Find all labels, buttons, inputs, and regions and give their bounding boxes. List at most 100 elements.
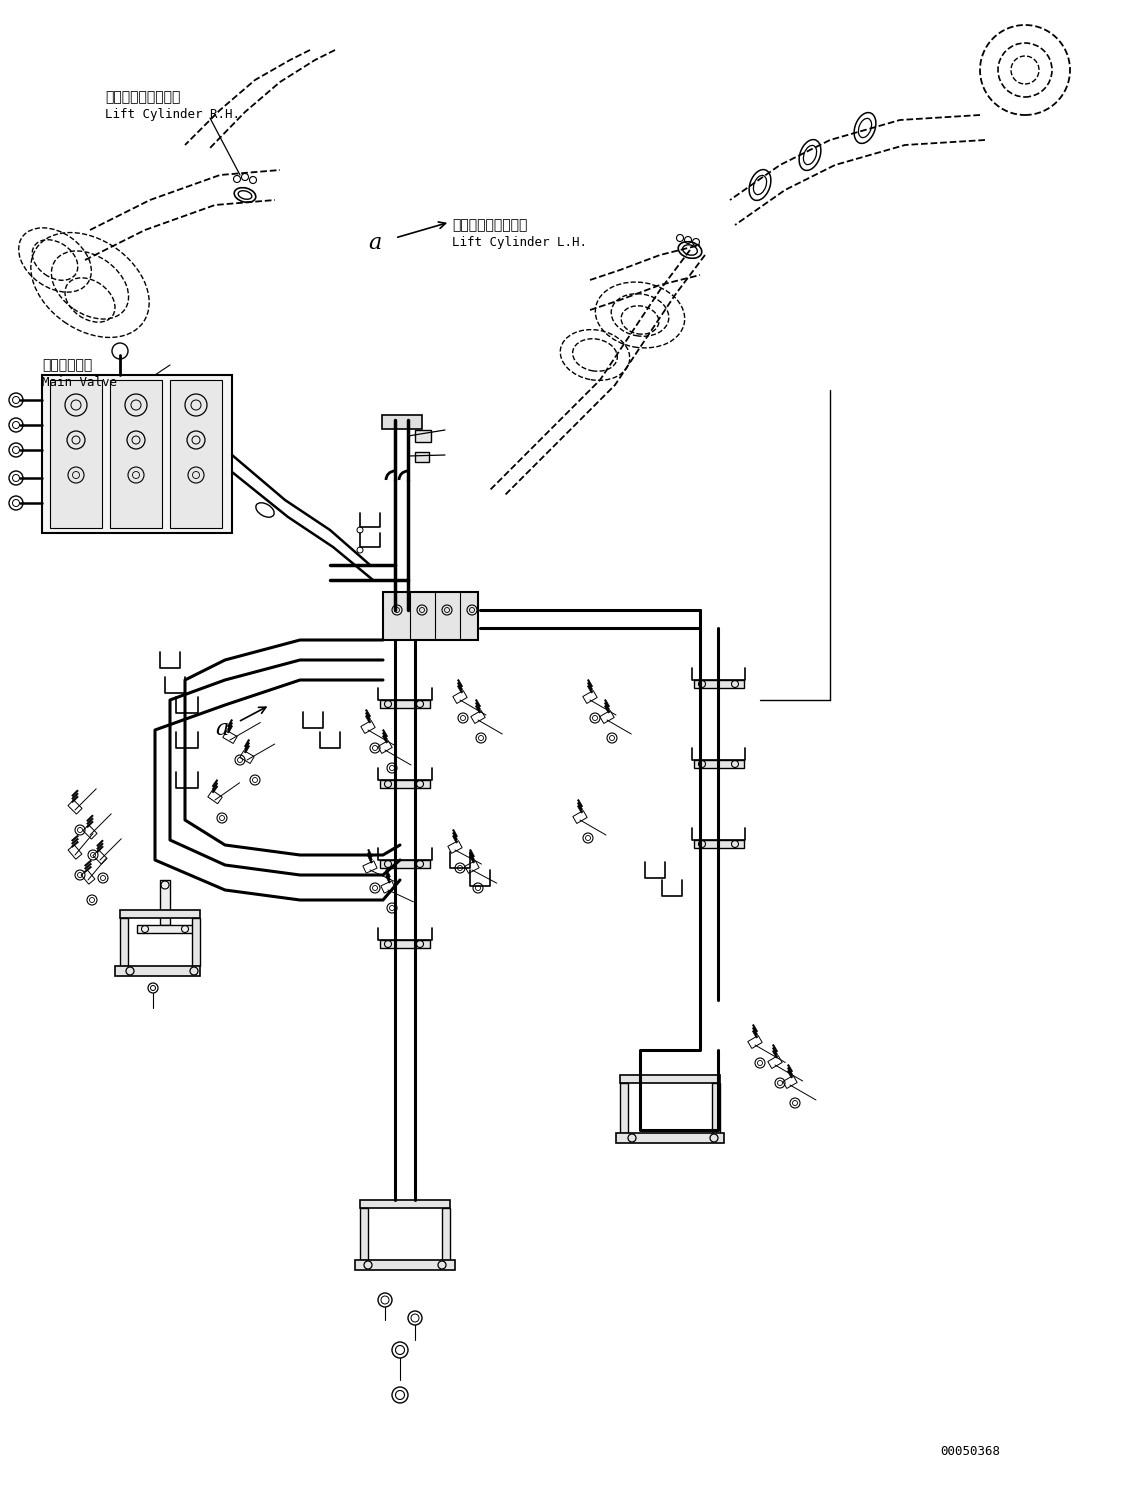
Bar: [583, 690, 597, 704]
Bar: [465, 860, 479, 874]
Bar: [192, 918, 200, 966]
Bar: [72, 796, 79, 802]
Bar: [366, 716, 370, 723]
Bar: [752, 1030, 758, 1038]
Bar: [588, 686, 593, 693]
Bar: [471, 711, 485, 723]
Bar: [85, 860, 91, 866]
Bar: [470, 853, 474, 860]
Bar: [72, 838, 79, 844]
Bar: [120, 910, 200, 918]
Bar: [605, 699, 609, 707]
Bar: [213, 783, 218, 790]
Bar: [448, 841, 462, 853]
Bar: [475, 699, 481, 707]
Bar: [577, 802, 583, 810]
Bar: [87, 816, 94, 822]
Bar: [694, 839, 744, 848]
Bar: [605, 702, 609, 710]
Text: メインバルブ: メインバルブ: [42, 358, 93, 371]
Bar: [379, 780, 430, 789]
Text: 00050368: 00050368: [940, 1445, 1000, 1458]
Text: Lift Cylinder R.H.: Lift Cylinder R.H.: [105, 107, 240, 121]
Bar: [368, 853, 373, 860]
Bar: [245, 746, 249, 753]
Bar: [360, 1208, 368, 1260]
Bar: [752, 1024, 758, 1032]
Bar: [227, 720, 233, 728]
Bar: [712, 1082, 720, 1133]
Bar: [788, 1071, 792, 1078]
Bar: [475, 705, 481, 713]
Bar: [366, 710, 370, 717]
Bar: [605, 705, 609, 713]
Bar: [385, 875, 391, 883]
Bar: [383, 735, 387, 743]
Bar: [577, 805, 583, 813]
Bar: [600, 711, 614, 723]
Bar: [67, 801, 82, 814]
Bar: [694, 760, 744, 768]
Bar: [773, 1044, 777, 1053]
Bar: [457, 686, 463, 693]
Bar: [379, 699, 430, 708]
Bar: [160, 880, 170, 924]
Bar: [773, 1047, 777, 1056]
Bar: [385, 872, 391, 880]
Bar: [97, 842, 103, 850]
Bar: [379, 860, 430, 868]
Bar: [379, 939, 430, 948]
Bar: [383, 592, 478, 640]
Bar: [382, 414, 422, 429]
Bar: [87, 819, 94, 825]
Bar: [378, 741, 392, 753]
Bar: [415, 452, 429, 462]
Bar: [69, 845, 82, 859]
Bar: [381, 881, 395, 893]
Bar: [240, 750, 254, 763]
Bar: [115, 966, 200, 977]
Bar: [362, 860, 377, 874]
Bar: [573, 811, 588, 823]
Bar: [453, 829, 457, 836]
Bar: [788, 1065, 792, 1072]
Bar: [170, 380, 222, 528]
Bar: [620, 1075, 720, 1082]
Bar: [97, 839, 103, 847]
Bar: [110, 380, 162, 528]
Text: Lift Cylinder L.H.: Lift Cylinder L.H.: [451, 236, 588, 249]
Bar: [453, 832, 457, 839]
Bar: [97, 845, 103, 853]
Bar: [588, 680, 593, 687]
Bar: [768, 1056, 782, 1069]
Text: リフトシリンダ　右: リフトシリンダ 右: [105, 89, 181, 104]
Bar: [85, 866, 91, 872]
Bar: [137, 924, 193, 933]
Bar: [72, 841, 79, 847]
Text: a: a: [368, 233, 382, 253]
Bar: [87, 822, 94, 828]
Bar: [773, 1051, 777, 1059]
Bar: [227, 726, 233, 734]
Bar: [93, 850, 107, 865]
Bar: [588, 683, 593, 690]
Bar: [383, 732, 387, 740]
Bar: [788, 1068, 792, 1075]
Bar: [457, 680, 463, 687]
Bar: [752, 1027, 758, 1035]
Bar: [85, 863, 91, 869]
Bar: [415, 429, 431, 441]
Bar: [620, 1082, 628, 1133]
Text: Main Valve: Main Valve: [42, 376, 117, 389]
Text: リフトシリンダ　左: リフトシリンダ 左: [451, 218, 527, 233]
Bar: [360, 1200, 450, 1208]
Bar: [616, 1133, 724, 1144]
Bar: [442, 1208, 450, 1260]
Bar: [383, 729, 387, 737]
Bar: [457, 683, 463, 690]
Bar: [227, 723, 233, 731]
Bar: [748, 1036, 762, 1048]
Bar: [81, 869, 95, 884]
Bar: [83, 825, 97, 839]
Bar: [368, 850, 373, 857]
